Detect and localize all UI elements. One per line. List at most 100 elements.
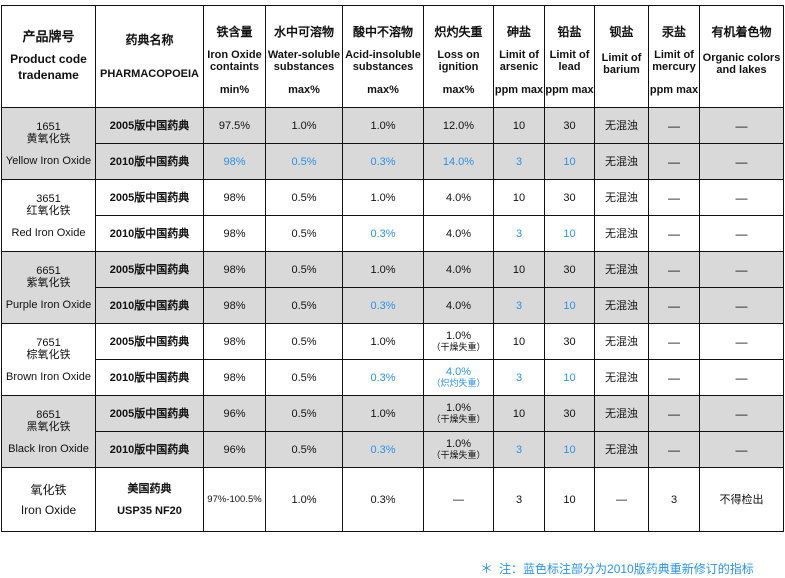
cell-iron: 98% (203, 323, 266, 360)
product-code: 6651 (36, 264, 61, 277)
value-lead: 30 (563, 263, 576, 276)
cell-arsenic: 3 (493, 143, 545, 180)
cell-barium: 无混浊 (594, 431, 649, 468)
cell-barium: 无混浊 (594, 395, 649, 432)
value-iron: 98% (223, 371, 246, 384)
cell-acid: 0.3% (342, 143, 424, 180)
table-row: 2010版中国药典 98% 0.5% 0.3% 4.0% （炽灼失重） 3 10 无混浊 — — (2, 359, 784, 396)
product-cell: 8651 黑氧化铁 Black Iron Oxide (1, 395, 96, 468)
cell-acid: 1.0% (342, 323, 424, 360)
product-cell: 7651 棕氧化铁 Brown Iron Oxide (1, 323, 96, 396)
cell-barium: 无混浊 (594, 179, 649, 216)
value-lead: 10 (563, 371, 576, 384)
cell-mercury: — (648, 359, 700, 396)
header-product-cn: 产品牌号 (22, 28, 75, 44)
cell-organic: — (699, 323, 784, 360)
value-arsenic: 3 (515, 155, 523, 168)
cell-water: 0.5% (265, 179, 343, 216)
product-name-cn: 棕氧化铁 (26, 348, 71, 361)
value-barium: 无混浊 (605, 227, 638, 240)
header-barium-en: Limit of barium (601, 51, 642, 76)
value-barium: 无混浊 (605, 443, 638, 456)
cell-iron: 96% (203, 431, 266, 468)
value-water: 0.5% (291, 227, 317, 240)
value-arsenic: 10 (512, 263, 526, 276)
value-acid: 1.0% (370, 263, 396, 276)
cell-acid: 0.3% (342, 431, 424, 468)
value-mercury: — (668, 154, 680, 169)
cell-arsenic: 10 (493, 251, 545, 288)
value-lead: 30 (563, 191, 576, 204)
header-lead: 铅盐 Limit of lead ppm max (544, 5, 595, 108)
cell-water: 0.5% (265, 143, 343, 180)
table-row: 2010版中国药典 98% 0.5% 0.3% 4.0% 3 10 无混浊 — — (2, 215, 784, 252)
product-code: 7651 (36, 336, 61, 349)
value-organic: — (735, 334, 748, 349)
value-water: 0.5% (291, 407, 317, 420)
usp-value-organic: 不得检出 (719, 493, 764, 506)
cell-mercury: — (648, 107, 700, 144)
header-iron: 铁含量 Iron Oxide containts min% (203, 5, 266, 108)
cell-loss: 4.0% (423, 251, 494, 288)
header-lead-unit: ppm max (545, 83, 594, 96)
cell-mercury: — (648, 431, 700, 468)
header-organic: 有机着色物 Organic colors and lakes (699, 5, 784, 108)
usp-cell-lead: 10 (544, 467, 595, 532)
value-organic: — (735, 226, 748, 241)
cell-iron: 96% (203, 395, 266, 432)
usp-cell-acid: 0.3% (342, 467, 424, 532)
cell-lead: 30 (544, 251, 595, 288)
cell-organic: — (699, 179, 784, 216)
cell-acid: 0.3% (342, 287, 424, 324)
product-name-en: Brown Iron Oxide (6, 370, 91, 383)
cell-mercury: — (648, 287, 700, 324)
spec-body: 1651 黄氧化铁 Yellow Iron Oxide 2005版中国药典 97.5% 1… (1, 107, 784, 532)
header-acid-unit: max% (367, 83, 399, 96)
table-row: 3651 红氧化铁 Red Iron Oxide 2005版中国药典 98% 0.5% 1.… (1, 179, 784, 252)
cell-iron: 98% (203, 359, 266, 396)
value-water: 0.5% (291, 191, 317, 204)
value-barium: 无混浊 (605, 335, 638, 348)
cell-arsenic: 10 (493, 323, 545, 360)
value-water: 0.5% (291, 371, 317, 384)
cell-iron: 98% (203, 179, 266, 216)
value-barium: 无混浊 (605, 407, 638, 420)
cell-lead: 10 (544, 215, 595, 252)
cell-mercury: — (648, 323, 700, 360)
cell-organic: — (699, 287, 784, 324)
value-acid: 0.3% (370, 371, 396, 384)
usp-name-en: Iron Oxide (20, 502, 77, 517)
value-arsenic: 3 (515, 443, 523, 456)
product-name-cn: 紫氧化铁 (26, 276, 71, 289)
table-row: 2010版中国药典 98% 0.5% 0.3% 4.0% 3 10 无混浊 — — (2, 287, 784, 324)
header-organic-cn: 有机着色物 (711, 24, 772, 39)
header-water-cn: 水中可溶物 (273, 24, 334, 39)
value-barium: 无混浊 (605, 155, 638, 168)
header-iron-cn: 铁含量 (216, 24, 253, 39)
value-lead: 30 (563, 119, 576, 132)
cell-arsenic: 10 (493, 179, 545, 216)
cell-organic: — (699, 395, 784, 432)
header-arsenic-cn: 砷盐 (506, 24, 531, 39)
cell-lead: 10 (544, 359, 595, 396)
usp-pharma-cn: 美国药典 (127, 482, 172, 495)
usp-value-loss: — (453, 493, 464, 506)
cell-organic: — (699, 431, 784, 468)
value-lead: 10 (563, 299, 576, 312)
cell-arsenic: 3 (493, 287, 545, 324)
header-mercury-en: Limit of mercury (652, 48, 696, 73)
pharmacopoeia-cell: 2005版中国药典 (95, 179, 204, 216)
cell-acid: 1.0% (342, 107, 424, 144)
cell-arsenic: 3 (493, 215, 545, 252)
cell-arsenic: 3 (493, 431, 545, 468)
value-acid: 0.3% (370, 155, 396, 168)
usp-product-cell: 氧化铁 Iron Oxide (1, 467, 96, 532)
usp-pharma-cell: 美国药典 USP35 NF20 (95, 467, 204, 532)
pharmacopoeia-cell: 2010版中国药典 (95, 359, 204, 396)
cell-organic: — (699, 215, 784, 252)
pharmacopoeia-cell: 2010版中国药典 (95, 215, 204, 252)
value-iron: 96% (223, 443, 246, 456)
value-iron: 98% (223, 263, 246, 276)
cell-water: 0.5% (265, 395, 343, 432)
header-water: 水中可溶物 Water-soluble substances max% (265, 5, 343, 108)
